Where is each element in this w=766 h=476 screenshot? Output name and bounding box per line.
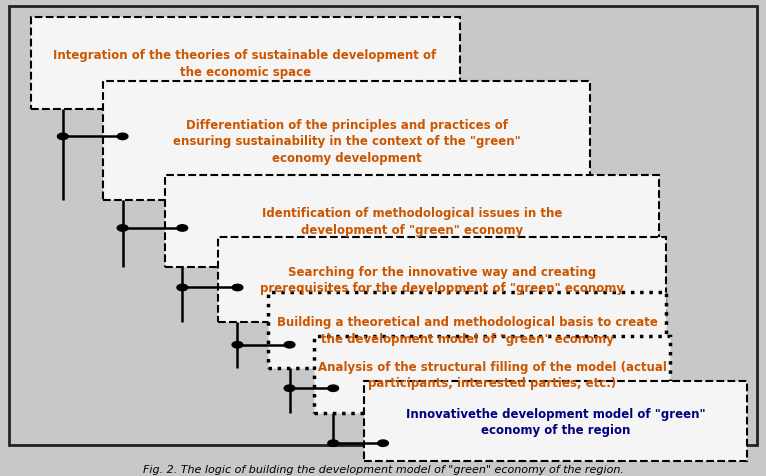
Circle shape [117, 134, 128, 140]
Text: Building a theoretical and methodological basis to create
the development model : Building a theoretical and methodologica… [277, 316, 658, 345]
Text: Differentiation of the principles and practices of
ensuring sustainability in th: Differentiation of the principles and pr… [173, 119, 520, 165]
Circle shape [328, 385, 339, 392]
Text: Integration of the theories of sustainable development of
the economic space: Integration of the theories of sustainab… [54, 49, 437, 79]
Text: Analysis of the structural filling of the model (actual
participants, interested: Analysis of the structural filling of th… [318, 360, 666, 389]
Circle shape [284, 385, 295, 392]
Circle shape [57, 134, 68, 140]
Circle shape [284, 342, 295, 348]
FancyBboxPatch shape [165, 176, 659, 268]
FancyBboxPatch shape [218, 238, 666, 322]
FancyBboxPatch shape [9, 7, 757, 446]
Text: Fig. 2. The logic of building the development model of "green" economy of the re: Fig. 2. The logic of building the develo… [142, 464, 624, 474]
Circle shape [232, 342, 243, 348]
FancyBboxPatch shape [314, 336, 670, 414]
Text: Identification of methodological issues in the
development of "green" economy: Identification of methodological issues … [261, 207, 562, 237]
Circle shape [177, 225, 188, 232]
FancyBboxPatch shape [103, 82, 590, 201]
Circle shape [117, 225, 128, 232]
Circle shape [378, 440, 388, 446]
Text: Searching for the innovative way and creating
prerequisites for the development : Searching for the innovative way and cre… [260, 265, 624, 295]
Circle shape [177, 285, 188, 291]
Circle shape [328, 440, 339, 446]
Text: Innovativethe development model of "green"
economy of the region: Innovativethe development model of "gree… [405, 407, 705, 436]
FancyBboxPatch shape [268, 292, 666, 368]
Circle shape [232, 285, 243, 291]
FancyBboxPatch shape [31, 18, 460, 109]
FancyBboxPatch shape [364, 382, 747, 462]
